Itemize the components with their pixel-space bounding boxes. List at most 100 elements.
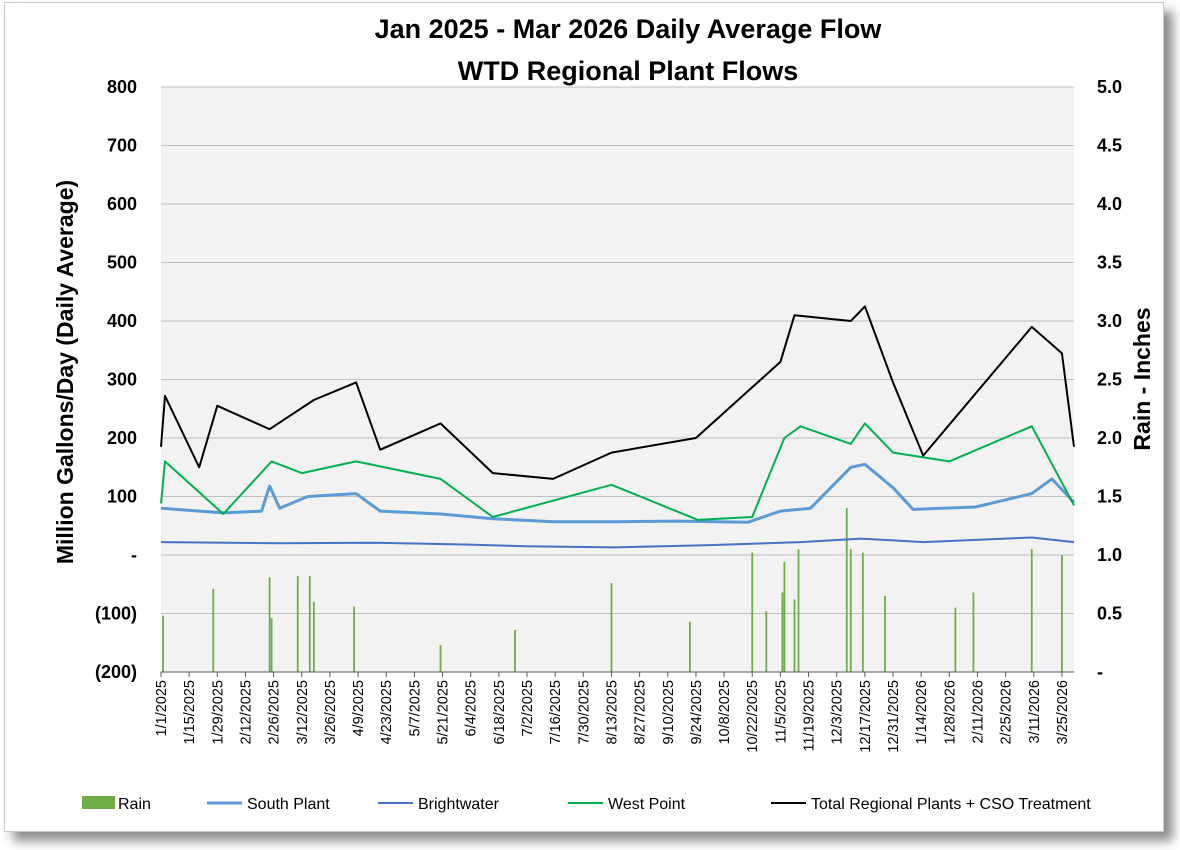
legend-item: Rain: [82, 796, 151, 813]
rain-bar: [353, 606, 355, 672]
x-tick-label: 4/23/2025: [379, 680, 395, 745]
rain-bar: [1030, 549, 1033, 672]
rain-bars: [162, 508, 1063, 672]
y-tick-label: (100): [95, 604, 137, 624]
rain-bar: [849, 549, 852, 672]
x-tick-label: 12/31/2025: [886, 680, 902, 753]
rain-bar: [162, 615, 164, 672]
y-tick-labels: 800 700 600 500 400 300 200 100 - (100) (200): [95, 77, 137, 682]
y-tick-label: 600: [107, 194, 137, 214]
x-tick-label: 7/16/2025: [548, 680, 564, 745]
y2-tick-labels: 5.0 4.5 4.0 3.5 3.0 2.5 2.0 1.5 1.0 0.5 -: [1097, 77, 1122, 682]
x-tick-label: 1/29/2025: [210, 680, 226, 745]
x-tick-label: 5/21/2025: [436, 680, 452, 745]
y-tick-label: 800: [107, 77, 137, 97]
x-tick-label: 9/10/2025: [661, 680, 677, 745]
rain-bar: [212, 588, 215, 672]
rain-bar: [268, 577, 271, 672]
rain-bar: [861, 552, 864, 672]
rain-bar: [296, 576, 299, 672]
y-tick-label: 500: [107, 253, 137, 273]
x-tick-label: 11/19/2025: [802, 680, 818, 752]
series-line-total-regional-plants-cso-treatment: [160, 305, 1075, 480]
y2-tick-label: 5.0: [1097, 77, 1122, 97]
legend: Rain South Plant Brightwater West Point Tota…: [82, 796, 1091, 813]
y2-axis-label: Rain - Inches: [1129, 307, 1155, 450]
legend-label: Total Regional Plants + CSO Treatment: [811, 796, 1091, 813]
rain-bar: [765, 611, 768, 672]
x-tick-label: 3/26/2025: [323, 680, 339, 745]
x-tick-label: 1/15/2025: [182, 680, 198, 745]
y-tick-label: 300: [107, 370, 137, 390]
y-tick-label: 400: [107, 311, 137, 331]
x-tick-label: 5/7/2025: [407, 680, 423, 736]
rain-bar: [781, 592, 784, 672]
x-tick-label: 10/8/2025: [717, 680, 733, 745]
x-tick-label: 10/22/2025: [745, 680, 761, 753]
y-tick-label: 700: [107, 136, 137, 156]
legend-swatch: [82, 796, 115, 809]
x-tick-label: 3/12/2025: [295, 680, 311, 745]
x-tick-label: 8/27/2025: [633, 680, 649, 745]
y2-tick-label: 3.5: [1097, 253, 1122, 273]
series-line-brightwater: [160, 536, 1075, 549]
series-line-west-point: [160, 422, 1075, 521]
rain-bar: [439, 645, 442, 672]
y2-tick-label: 1.0: [1097, 545, 1122, 565]
series-line-south-plant: [160, 462, 1076, 524]
rain-bar: [954, 607, 957, 672]
x-tick-label: 4/9/2025: [351, 680, 367, 736]
rain-bar: [845, 508, 848, 672]
y-tick-label: (200): [95, 662, 137, 682]
rain-bar: [312, 601, 315, 672]
x-tick-label: 12/3/2025: [830, 680, 846, 745]
x-tick-label: 2/25/2026: [999, 680, 1015, 745]
x-tick-label: 6/18/2025: [492, 680, 508, 745]
y2-tick-label: 1.5: [1097, 487, 1122, 507]
x-tick-label: 3/25/2026: [1055, 680, 1071, 745]
legend-item: West Point: [568, 796, 686, 813]
x-tick-label: 6/4/2025: [464, 680, 480, 736]
x-tick-label: 11/5/2025: [773, 680, 789, 743]
x-tick-label: 1/14/2026: [914, 680, 930, 745]
rain-bar: [1061, 555, 1063, 672]
y-tick-label: 200: [107, 428, 137, 448]
rain-bar: [972, 592, 975, 672]
legend-item: Brightwater: [378, 796, 500, 813]
x-tick-label: 7/2/2025: [520, 680, 536, 736]
rain-bar: [270, 618, 273, 672]
legend-item: South Plant: [207, 796, 330, 813]
x-tick-labels: 1/1/2025 1/15/2025 1/29/2025 2/12/2025 2/26/…: [154, 680, 1071, 753]
y2-tick-label: -: [1097, 662, 1103, 682]
chart-title: Jan 2025 - Mar 2026 Daily Average Flow: [375, 14, 883, 44]
y-axis-label: Million Gallons/Day (Daily Average): [52, 180, 78, 564]
x-tick-label: 2/26/2025: [267, 680, 283, 745]
rain-bar: [688, 621, 691, 672]
y2-tick-label: 4.0: [1097, 194, 1122, 214]
y2-tick-label: 2.5: [1097, 370, 1122, 390]
x-tick-label: 2/11/2026: [970, 680, 986, 743]
x-tick-label: 1/1/2025: [154, 680, 170, 736]
series-lines: [160, 305, 1076, 549]
x-tick-label: 3/11/2026: [1027, 680, 1043, 743]
rain-bar: [514, 629, 516, 672]
x-tick-label: 7/30/2025: [576, 680, 592, 745]
legend-label: Brightwater: [418, 796, 500, 813]
chart-subtitle: WTD Regional Plant Flows: [458, 56, 799, 86]
y-tick-label: 100: [107, 487, 137, 507]
y2-tick-label: 4.5: [1097, 136, 1122, 156]
y2-tick-label: 2.0: [1097, 428, 1122, 448]
legend-label: Rain: [118, 796, 151, 813]
x-tick-label: 1/28/2026: [942, 680, 958, 745]
x-tick-label: 9/24/2025: [689, 680, 705, 745]
y-tick-label: -: [131, 545, 137, 565]
legend-label: South Plant: [247, 796, 330, 813]
legend-item: Total Regional Plants + CSO Treatment: [771, 796, 1091, 813]
x-tick-label: 2/12/2025: [238, 680, 254, 745]
rain-bar: [884, 595, 886, 672]
rain-bar: [797, 549, 800, 672]
legend-label: West Point: [608, 796, 686, 813]
rain-bar: [308, 576, 311, 672]
x-tick-label: 8/13/2025: [604, 680, 620, 745]
